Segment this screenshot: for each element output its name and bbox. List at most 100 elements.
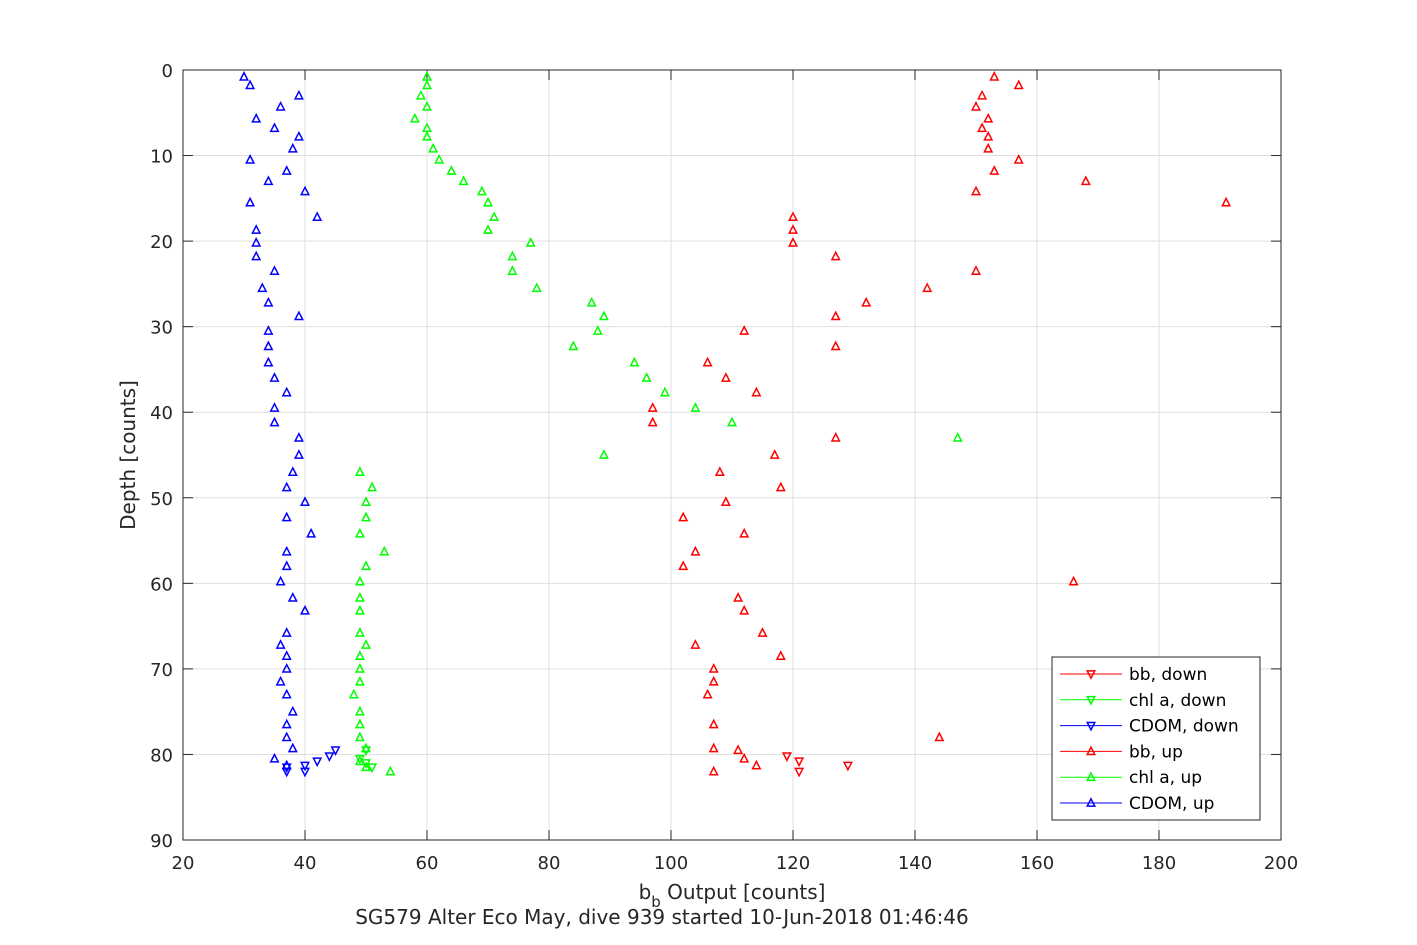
marker-cdom-up — [312, 211, 323, 222]
marker-chl-a-up — [446, 165, 457, 175]
marker-chl-a-up — [421, 100, 433, 111]
marker-cdom-up — [299, 185, 311, 196]
legend-marker-cdom-down — [1085, 721, 1097, 732]
marker-bb-up — [733, 592, 744, 602]
marker-chl-a-up — [354, 527, 365, 538]
marker-chl-a-up — [482, 224, 494, 234]
marker-cdom-up — [251, 236, 262, 247]
marker-cdom-up — [257, 282, 268, 293]
x-tick-label: 120 — [776, 853, 810, 874]
marker-cdom-up — [293, 310, 304, 321]
marker-chl-a-up — [598, 310, 609, 321]
marker-bb-up — [739, 604, 750, 615]
x-tick-label: 20 — [172, 853, 195, 874]
marker-bb-down — [794, 757, 805, 768]
data-markers — [238, 71, 1232, 778]
marker-chl-a-up — [489, 211, 500, 222]
marker-cdom-up — [263, 356, 274, 367]
marker-chl-a-up — [354, 627, 365, 637]
marker-cdom-up — [281, 511, 292, 522]
marker-bb-up — [708, 675, 719, 686]
marker-cdom-up — [263, 175, 274, 186]
marker-chl-a-up — [458, 175, 469, 186]
marker-chl-a-up — [354, 705, 365, 716]
marker-chl-a-up — [507, 250, 518, 261]
y-tick-label: 60 — [150, 574, 173, 595]
marker-cdom-up — [281, 650, 292, 660]
marker-cdom-up — [281, 718, 292, 729]
y-tick-label: 40 — [150, 403, 173, 424]
marker-chl-a-up — [354, 755, 365, 766]
marker-cdom-up — [245, 153, 256, 164]
marker-bb-up — [977, 122, 988, 133]
marker-cdom-up — [287, 466, 298, 477]
marker-cdom-up — [281, 481, 292, 492]
marker-chl-a-up — [354, 718, 365, 729]
y-tick-label: 20 — [150, 232, 173, 253]
legend-label-chl-a-up: chl a, up — [1129, 768, 1202, 788]
marker-bb-up — [983, 112, 994, 123]
marker-bb-up — [702, 356, 713, 367]
marker-chl-a-up — [434, 153, 445, 164]
marker-chl-a-up — [385, 765, 396, 776]
legend-label-bb-up: bb, up — [1129, 742, 1183, 762]
marker-cdom-up — [281, 386, 292, 397]
marker-cdom-up — [275, 100, 286, 111]
marker-chl-a-up — [421, 130, 433, 141]
marker-cdom-down — [312, 757, 323, 768]
marker-cdom-up — [269, 416, 280, 427]
marker-bb-down — [794, 767, 805, 778]
marker-chl-a-down — [360, 746, 372, 757]
legend-label-cdom-down: CDOM, down — [1129, 717, 1239, 737]
marker-cdom-up — [251, 224, 262, 234]
x-tick-label: 200 — [1264, 853, 1298, 874]
marker-cdom-up — [269, 372, 280, 382]
marker-chl-a-up — [360, 639, 372, 649]
marker-cdom-down — [299, 767, 311, 778]
marker-cdom-up — [269, 265, 280, 275]
marker-bb-up — [1080, 175, 1091, 186]
x-tick-label: 140 — [898, 853, 932, 874]
marker-chl-a-up — [726, 416, 738, 427]
marker-chl-a-up — [360, 496, 372, 506]
marker-bb-up — [739, 527, 750, 538]
marker-cdom-up — [287, 705, 298, 716]
marker-bb-up — [714, 466, 725, 477]
marker-chl-a-down — [367, 763, 378, 774]
marker-bb-up — [690, 545, 701, 556]
marker-bb-up — [769, 449, 780, 459]
marker-bb-up — [830, 310, 841, 321]
marker-cdom-up — [269, 752, 280, 763]
marker-cdom-up — [251, 112, 262, 123]
marker-cdom-up — [245, 79, 256, 90]
marker-bb-up — [830, 340, 841, 351]
marker-chl-a-up — [354, 604, 365, 615]
legend-label-bb-down: bb, down — [1129, 665, 1207, 685]
marker-chl-a-up — [415, 89, 426, 100]
marker-bb-up — [970, 185, 982, 196]
marker-cdom-up — [275, 575, 286, 586]
marker-cdom-up — [281, 663, 292, 673]
y-tick-label: 0 — [162, 61, 173, 82]
y-tick-label: 50 — [150, 489, 173, 510]
marker-chl-a-up — [379, 545, 390, 556]
marker-bb-up — [720, 372, 731, 382]
marker-bb-up — [830, 432, 841, 442]
legend-marker-chl-a-down — [1085, 695, 1097, 706]
marker-bb-up — [708, 718, 719, 729]
marker-bb-up — [751, 386, 762, 397]
grid-lines — [182, 69, 1282, 841]
marker-cdom-up — [299, 604, 311, 615]
axis-ticks: 20 40 60 80 100 120 140 160 180 200 0 10 20 30 40 50 60 7… — [150, 61, 1298, 874]
marker-bb-up — [1221, 196, 1232, 207]
marker-cdom-down — [299, 761, 311, 772]
marker-bb-up — [647, 402, 658, 412]
x-tick-label: 160 — [1020, 853, 1054, 874]
y-tick-label: 90 — [150, 831, 173, 852]
marker-cdom-up — [299, 496, 311, 506]
marker-bb-up — [757, 627, 768, 637]
marker-bb-up — [708, 663, 719, 673]
x-axis-label-subscript: b — [651, 893, 661, 911]
marker-chl-a-up — [598, 449, 609, 459]
marker-bb-up — [983, 130, 994, 141]
